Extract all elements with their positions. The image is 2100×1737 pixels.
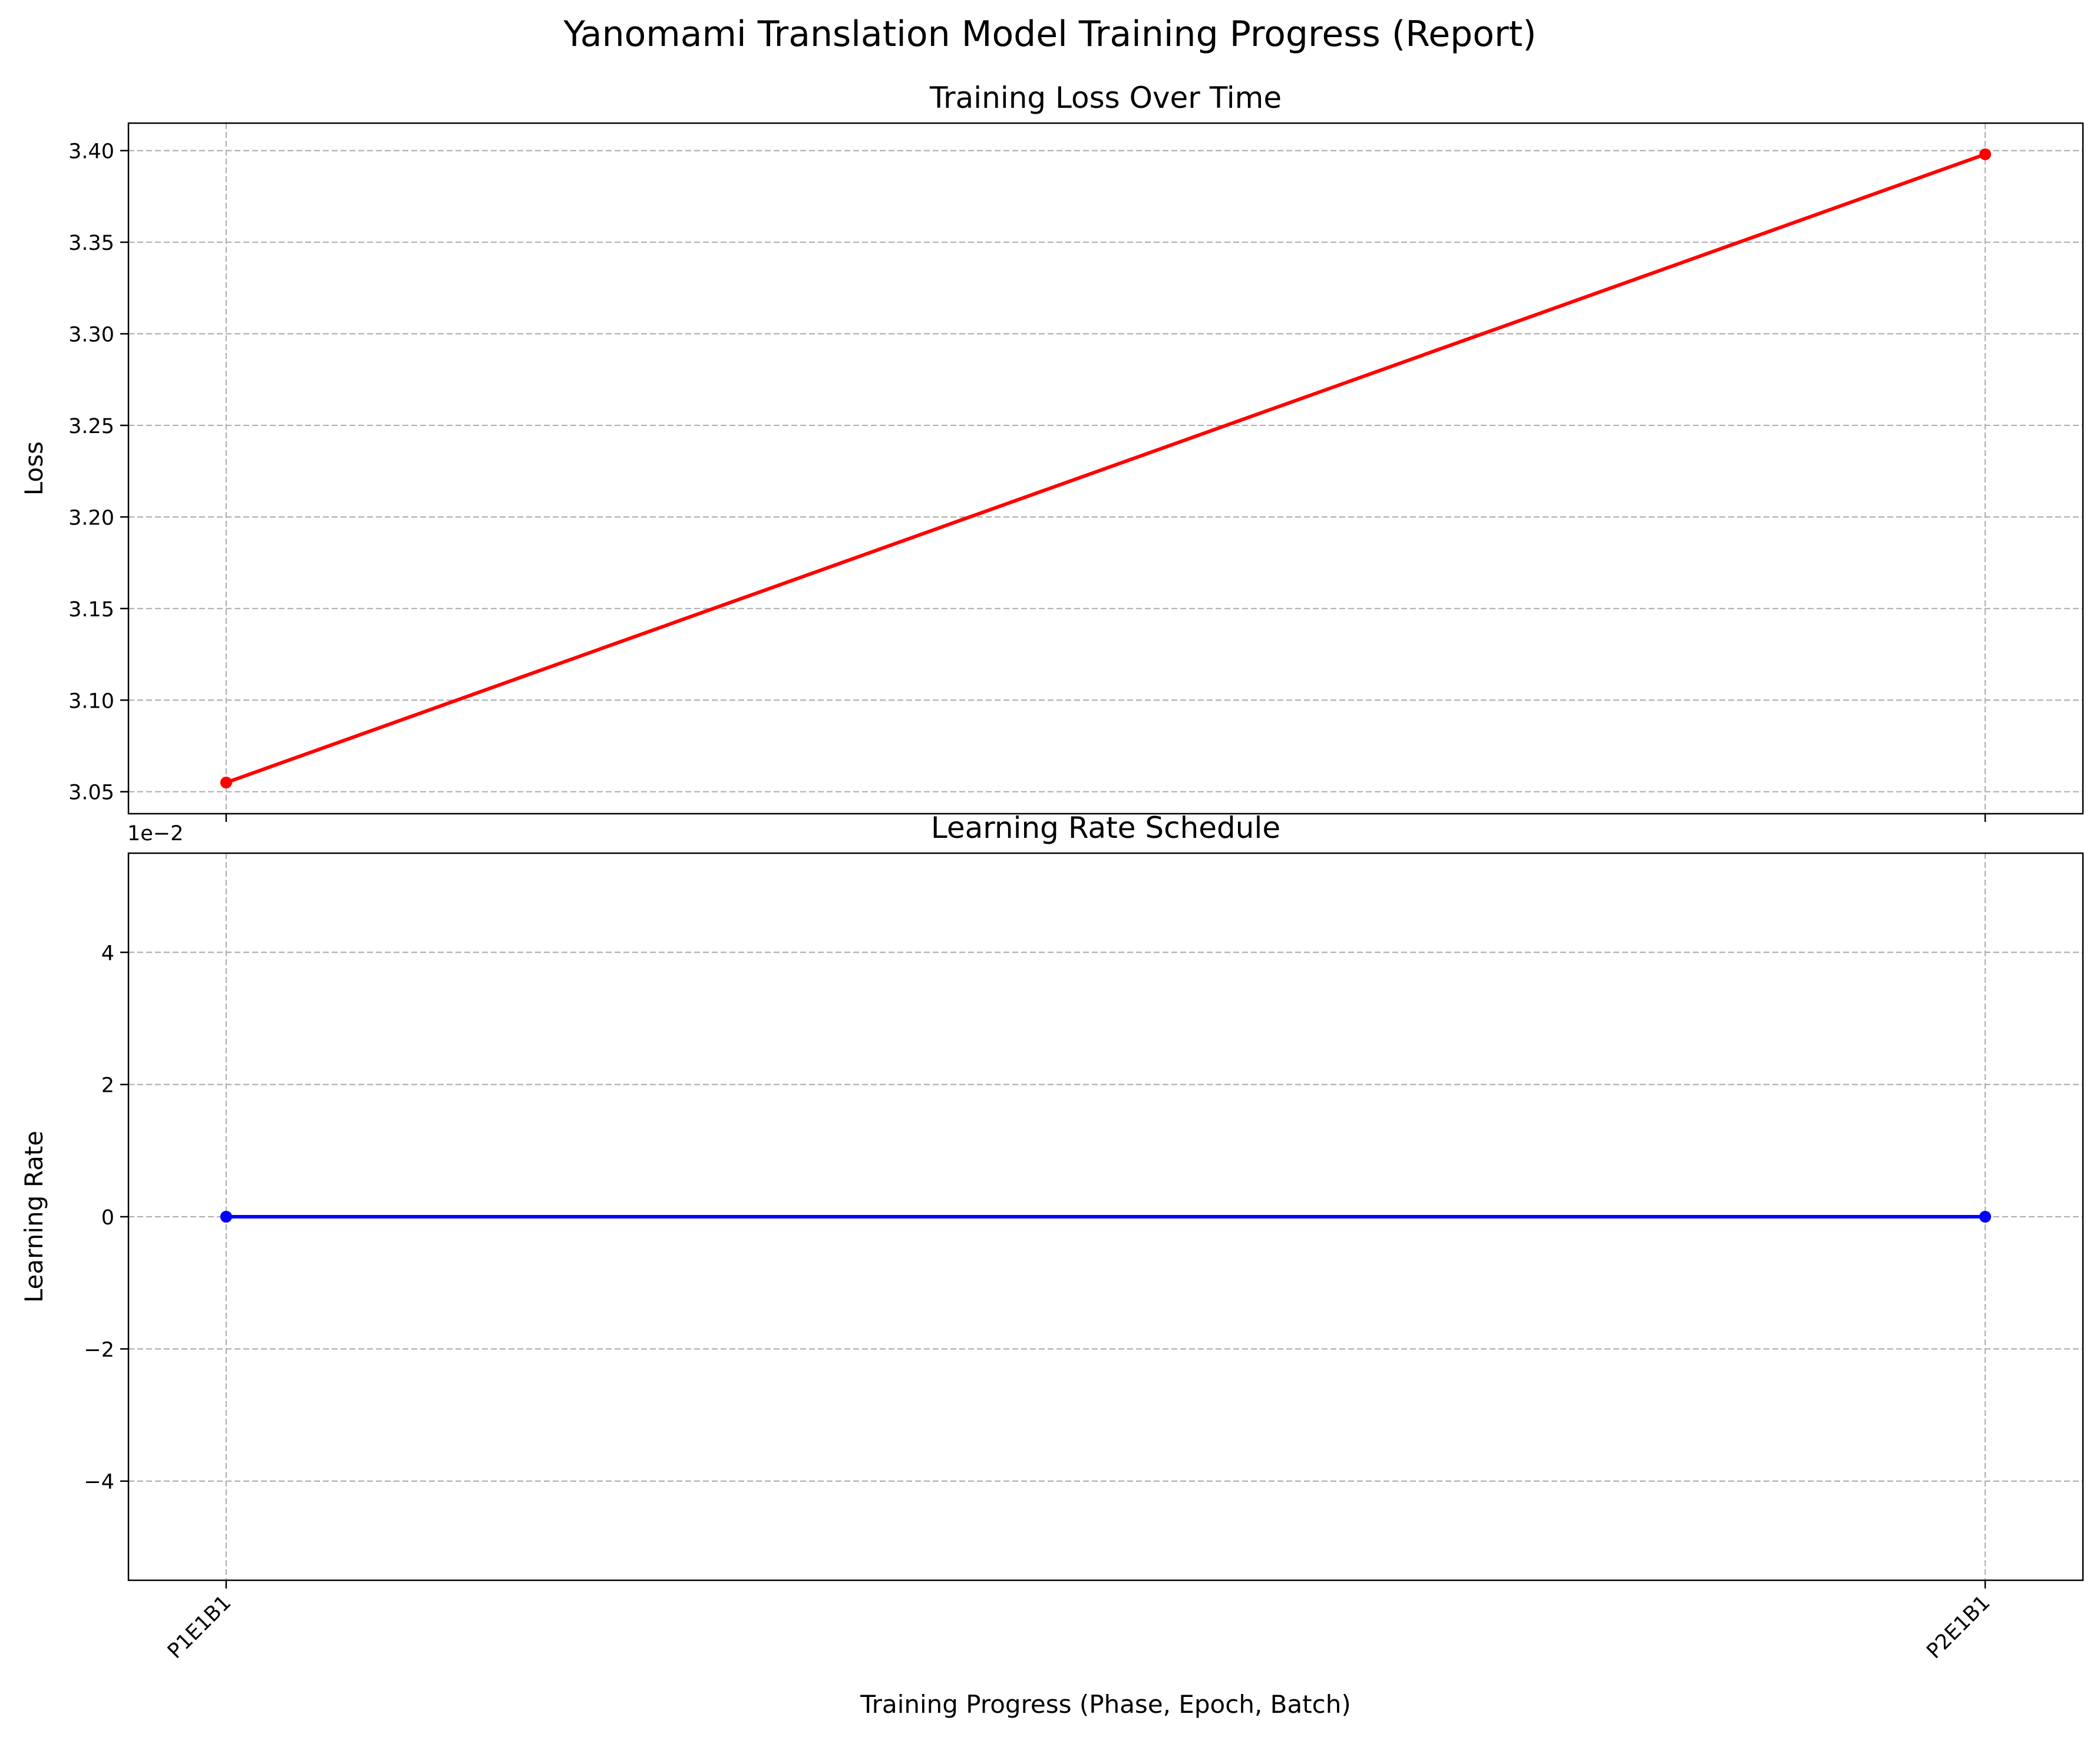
y-axis-label: Loss [19, 441, 48, 496]
y-axis-label: Learning Rate [19, 1131, 48, 1303]
y-tick-label: 3.20 [68, 506, 114, 530]
data-point [1979, 148, 1992, 160]
axes-frame [127, 852, 2084, 1581]
y-tick-label: 0 [101, 1206, 114, 1230]
data-point [220, 777, 232, 789]
y-tick-label: 3.10 [68, 689, 114, 713]
y-tick-label: 2 [101, 1074, 114, 1098]
axes-title: Learning Rate Schedule [931, 811, 1280, 845]
y-tick-label: 3.35 [68, 232, 114, 255]
series-line [225, 153, 1986, 784]
x-axis-label: Training Progress (Phase, Epoch, Batch) [860, 1690, 1351, 1719]
y-tick-label: −4 [84, 1471, 114, 1494]
data-point [1979, 1211, 1992, 1223]
axes-title: Training Loss Over Time [929, 81, 1282, 115]
axis-offset-text: 1e−2 [127, 822, 183, 846]
y-tick-label: 3.30 [68, 323, 114, 347]
y-tick-label: −2 [84, 1338, 114, 1362]
data-point [220, 1211, 232, 1223]
axes-frame [127, 122, 2084, 815]
y-tick-label: 3.25 [68, 415, 114, 438]
figure-suptitle: Yanomami Translation Model Training Prog… [563, 14, 1536, 55]
y-tick-label: 3.05 [68, 781, 114, 805]
y-tick-label: 3.15 [68, 598, 114, 622]
y-tick-label: 3.40 [68, 140, 114, 164]
loss-chart: 3.05 3.10 3.15 3.20 3.25 3.30 3.35 3.40 Training… [19, 81, 2084, 822]
y-tick-label: 4 [101, 942, 114, 965]
